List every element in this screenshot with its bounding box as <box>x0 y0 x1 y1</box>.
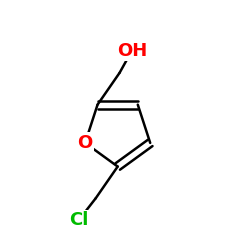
Text: OH: OH <box>117 42 147 60</box>
Text: O: O <box>78 134 93 152</box>
Text: Cl: Cl <box>69 211 88 229</box>
